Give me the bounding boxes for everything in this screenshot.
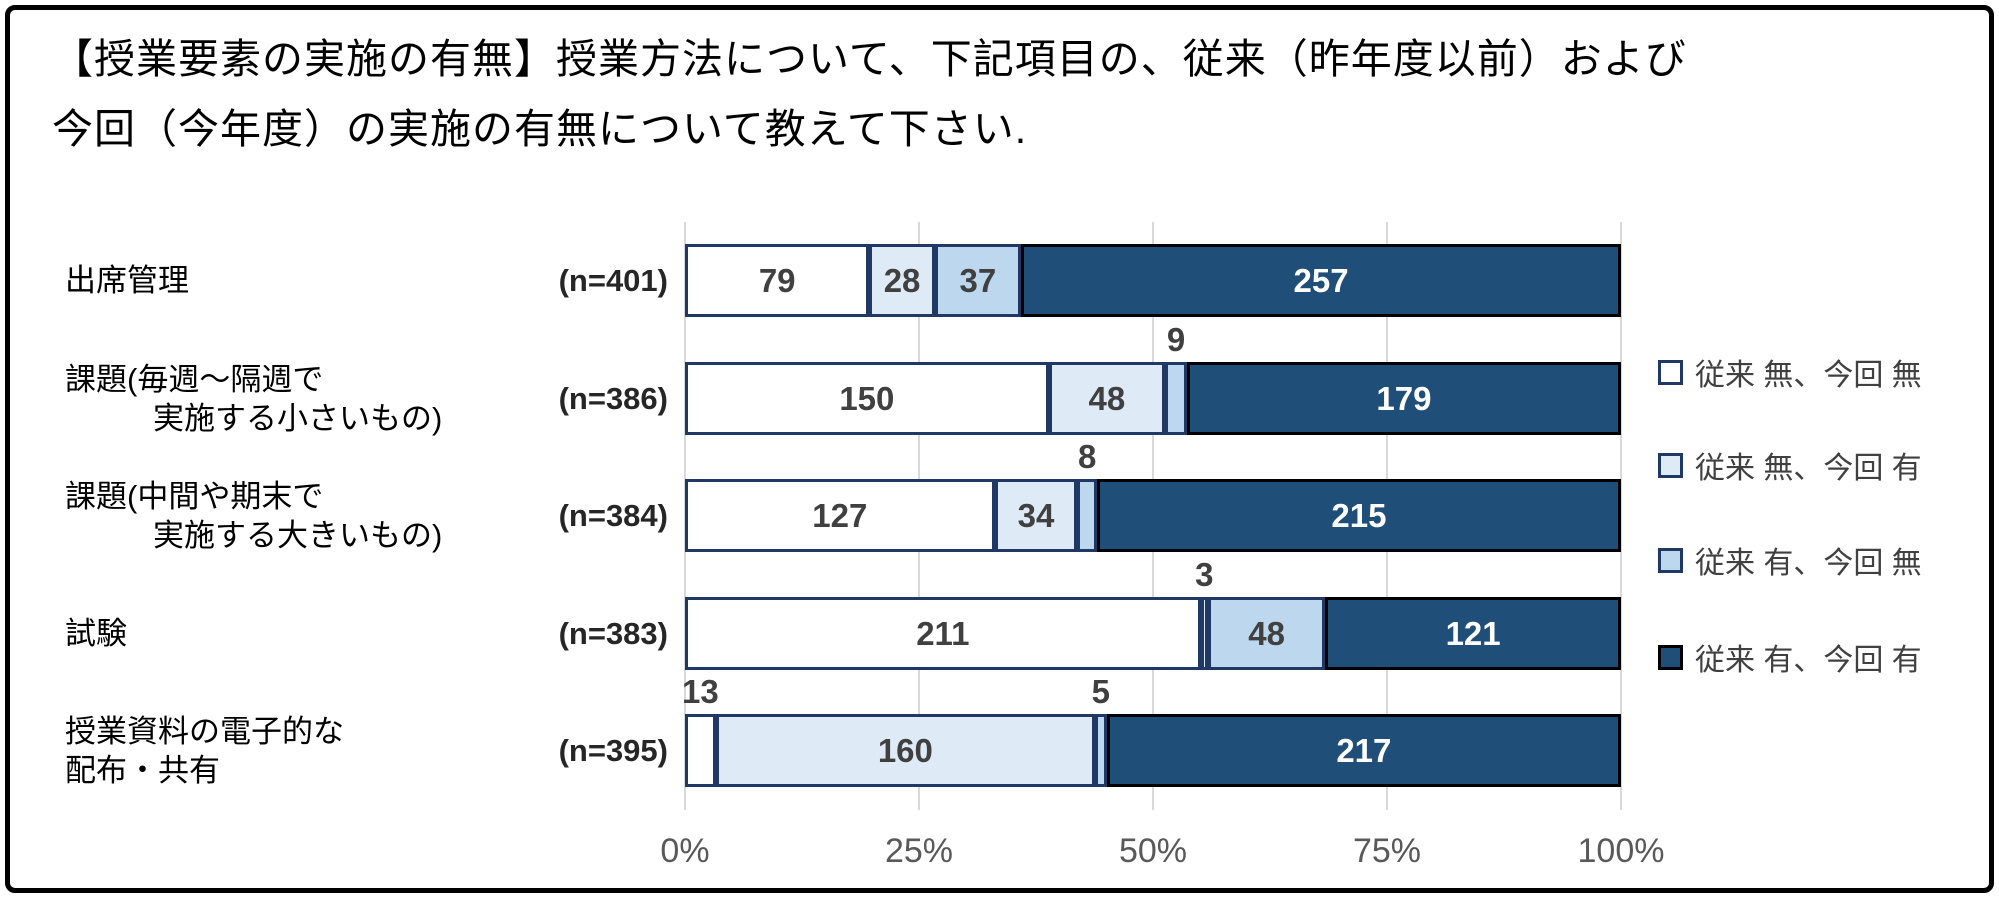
bar-row-1: 79 28 37 257 [685, 244, 1621, 317]
bar-row-2: 150 48 179 [685, 362, 1621, 435]
callout-value-label: 9 [1166, 321, 1186, 358]
legend-item: 従来 有、今回 有 [1658, 639, 1922, 677]
chart-title-line1: 【授業要素の実施の有無】授業方法について、下記項目の、従来（昨年度以前）および [52, 36, 1687, 82]
bar-segment-with-value: 127 [685, 479, 995, 552]
bar-segment-with-value: 211 [685, 597, 1201, 670]
category-label-line: 課題(毎週～隔週で [65, 361, 324, 397]
category-label: 試験 [65, 597, 485, 670]
callout-value-label: 5 [1091, 673, 1111, 710]
bar-row-3: 127 34 215 [685, 479, 1621, 552]
legend-item: 従来 無、今回 無 [1658, 354, 1922, 392]
category-label-line: 出席管理 [65, 263, 189, 298]
bar-segment-with-value: 48 [1207, 597, 1326, 670]
plot-area: 79 28 37 257 150 48 179 9 127 34 215 8 211 48 121 3 160 2… [682, 222, 1622, 810]
bar-segment-with-value: 215 [1096, 479, 1621, 552]
chart-title-line2: 今回（今年度）の実施の有無について教えて下さい. [52, 106, 1028, 152]
bar-segment-with-value: 37 [934, 244, 1022, 317]
category-label-line: 配布・共有 [65, 752, 220, 788]
callout-value-label: 3 [1195, 556, 1214, 593]
legend-label: 従来 無、今回 有 [1695, 452, 1922, 485]
bar-segment-with-value: 217 [1106, 714, 1621, 787]
bar-segment [1094, 714, 1107, 787]
legend-swatch-icon [1658, 359, 1683, 385]
x-tick-label: 50% [1118, 832, 1188, 870]
legend-item: 従来 無、今回 有 [1658, 447, 1922, 485]
bar-segment-with-value: 34 [994, 479, 1078, 552]
n-count-label: (n=395) [558, 732, 668, 768]
bar-row-4: 211 48 121 [685, 597, 1621, 670]
bar-segment [1077, 479, 1097, 552]
gridline-100% [1620, 222, 1622, 810]
n-count-label: (n=384) [558, 497, 668, 533]
bar-segment-with-value: 179 [1186, 362, 1621, 435]
legend-label: 従来 有、今回 無 [1695, 547, 1922, 580]
x-tick-label: 25% [884, 832, 954, 870]
category-label-line: 試験 [65, 616, 127, 651]
category-label-line: 課題(中間や期末で [65, 478, 324, 514]
callout-value-label: 13 [682, 673, 719, 710]
bar-segment [685, 714, 716, 787]
bar-segment [1165, 362, 1187, 435]
bar-segment-with-value: 150 [685, 362, 1049, 435]
legend-item: 従来 有、今回 無 [1658, 542, 1922, 580]
legend-swatch-icon [1658, 547, 1683, 573]
n-count-label: (n=401) [558, 262, 668, 298]
bar-segment-with-value: 160 [715, 714, 1095, 787]
x-tick-label: 0% [660, 832, 710, 870]
category-label: 課題(毎週～隔週で 実施する小さいもの) [65, 361, 485, 436]
n-count-label: (n=386) [558, 380, 668, 416]
legend-swatch-icon [1658, 452, 1683, 478]
n-count-label: (n=383) [558, 615, 668, 651]
bar-segment-with-value: 28 [869, 244, 935, 317]
figure-border: 【授業要素の実施の有無】授業方法について、下記項目の、従来（昨年度以前）および … [5, 5, 1994, 893]
category-label-line: 授業資料の電子的な [65, 713, 344, 749]
callout-value-label: 8 [1078, 438, 1097, 475]
x-tick-label: 75% [1352, 832, 1422, 870]
legend-swatch-icon [1658, 644, 1683, 670]
legend-label: 従来 無、今回 無 [1695, 359, 1922, 392]
category-label-line: 実施する大きいもの) [153, 517, 443, 553]
bar-segment-with-value: 48 [1048, 362, 1166, 435]
legend-label: 従来 有、今回 有 [1695, 644, 1922, 677]
category-label-line: 実施する小さいもの) [153, 400, 443, 436]
bar-segment-with-value: 257 [1021, 244, 1621, 317]
category-label: 授業資料の電子的な 配布・共有 [65, 713, 485, 788]
category-label: 課題(中間や期末で 実施する大きいもの) [65, 478, 485, 553]
bar-segment [1200, 597, 1208, 670]
category-label: 出席管理 [65, 244, 485, 317]
chart-title: 【授業要素の実施の有無】授業方法について、下記項目の、従来（昨年度以前）および … [52, 24, 1687, 164]
bar-segment-with-value: 79 [685, 244, 870, 317]
bar-row-5: 160 217 [685, 714, 1621, 787]
x-tick-label: 100% [1577, 832, 1665, 870]
bar-segment-with-value: 121 [1325, 597, 1621, 670]
